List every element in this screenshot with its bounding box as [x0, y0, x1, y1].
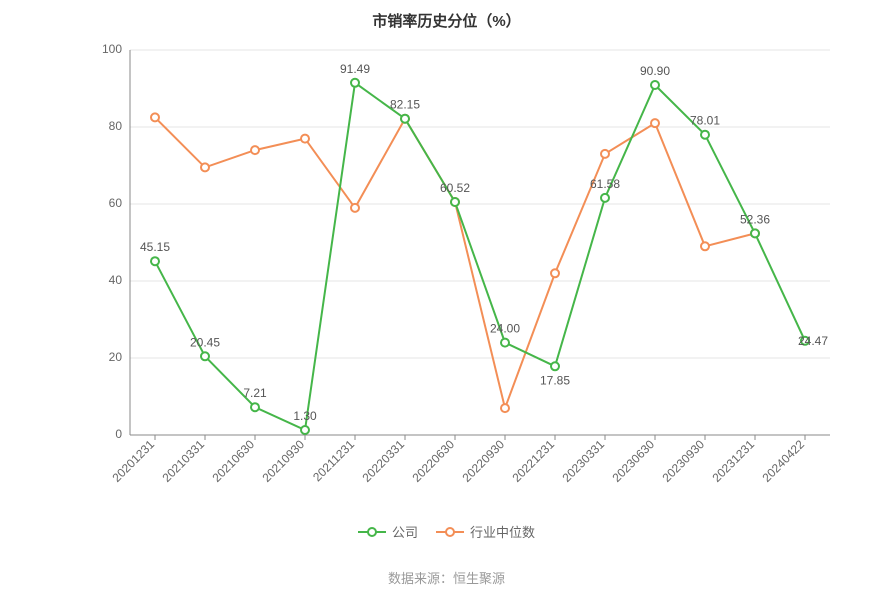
- data-label: 82.15: [390, 98, 420, 112]
- series-marker-company: [351, 79, 359, 87]
- data-label: 90.90: [640, 64, 670, 78]
- series-marker-industry_median: [351, 204, 359, 212]
- series-marker-company: [401, 115, 409, 123]
- y-tick-label: 40: [109, 273, 123, 287]
- data-label: 17.85: [540, 373, 570, 387]
- series-marker-company: [651, 81, 659, 89]
- y-tick-label: 80: [109, 119, 123, 133]
- series-marker-company: [151, 257, 159, 265]
- series-marker-industry_median: [701, 242, 709, 250]
- x-tick-label: 20210930: [259, 437, 307, 485]
- y-tick-label: 60: [109, 196, 123, 210]
- y-tick-label: 100: [102, 42, 122, 56]
- series-marker-industry_median: [151, 113, 159, 121]
- data-label: 45.15: [140, 240, 170, 254]
- data-label: 24.00: [490, 322, 520, 336]
- x-tick-label: 20220630: [409, 437, 457, 485]
- series-marker-company: [301, 426, 309, 434]
- series-marker-industry_median: [201, 163, 209, 171]
- series-marker-industry_median: [301, 135, 309, 143]
- data-label: 61.58: [590, 177, 620, 191]
- legend: 公司 行业中位数: [0, 522, 893, 541]
- x-tick-label: 20201231: [109, 437, 157, 485]
- chart-container: 市销率历史分位（%） 02040608010020201231202103312…: [0, 0, 893, 603]
- series-marker-company: [601, 194, 609, 202]
- legend-label: 公司: [392, 522, 418, 541]
- chart-plot: 0204060801002020123120210331202106302021…: [88, 40, 850, 505]
- data-label: 20.45: [190, 335, 220, 349]
- x-tick-label: 20211231: [310, 437, 357, 484]
- series-marker-company: [451, 198, 459, 206]
- series-marker-company: [701, 131, 709, 139]
- legend-label: 行业中位数: [470, 522, 535, 541]
- series-marker-company: [201, 352, 209, 360]
- series-marker-company: [751, 229, 759, 237]
- series-marker-industry_median: [501, 404, 509, 412]
- y-tick-label: 0: [115, 427, 122, 441]
- legend-swatch: [436, 525, 464, 539]
- data-label: 52.36: [740, 212, 770, 226]
- x-tick-label: 20231231: [709, 437, 757, 485]
- chart-title: 市销率历史分位（%）: [0, 10, 893, 31]
- data-label: 91.49: [340, 62, 370, 76]
- data-label: 1.30: [293, 409, 317, 423]
- series-marker-company: [251, 403, 259, 411]
- x-tick-label: 20210630: [209, 437, 257, 485]
- data-source: 数据来源：恒生聚源: [0, 568, 893, 587]
- x-tick-label: 20230630: [609, 437, 657, 485]
- series-line-industry_median: [155, 117, 755, 408]
- series-marker-industry_median: [601, 150, 609, 158]
- legend-item-industry_median[interactable]: 行业中位数: [436, 522, 535, 541]
- legend-swatch: [358, 525, 386, 539]
- series-marker-company: [501, 339, 509, 347]
- data-label: 7.21: [243, 386, 267, 400]
- x-tick-label: 20221231: [509, 437, 557, 485]
- data-label: 60.52: [440, 181, 470, 195]
- x-tick-label: 20240422: [759, 437, 807, 485]
- x-tick-label: 20220930: [459, 437, 507, 485]
- data-label: 24.47: [798, 334, 828, 348]
- x-tick-label: 20230331: [559, 437, 607, 485]
- series-marker-industry_median: [551, 269, 559, 277]
- series-marker-industry_median: [251, 146, 259, 154]
- x-tick-label: 20210331: [159, 437, 207, 485]
- x-tick-label: 20220331: [359, 437, 407, 485]
- x-tick-label: 20230930: [659, 437, 707, 485]
- data-label: 78.01: [690, 114, 720, 128]
- y-tick-label: 20: [109, 350, 123, 364]
- legend-item-company[interactable]: 公司: [358, 522, 418, 541]
- series-marker-company: [551, 362, 559, 370]
- series-marker-industry_median: [651, 119, 659, 127]
